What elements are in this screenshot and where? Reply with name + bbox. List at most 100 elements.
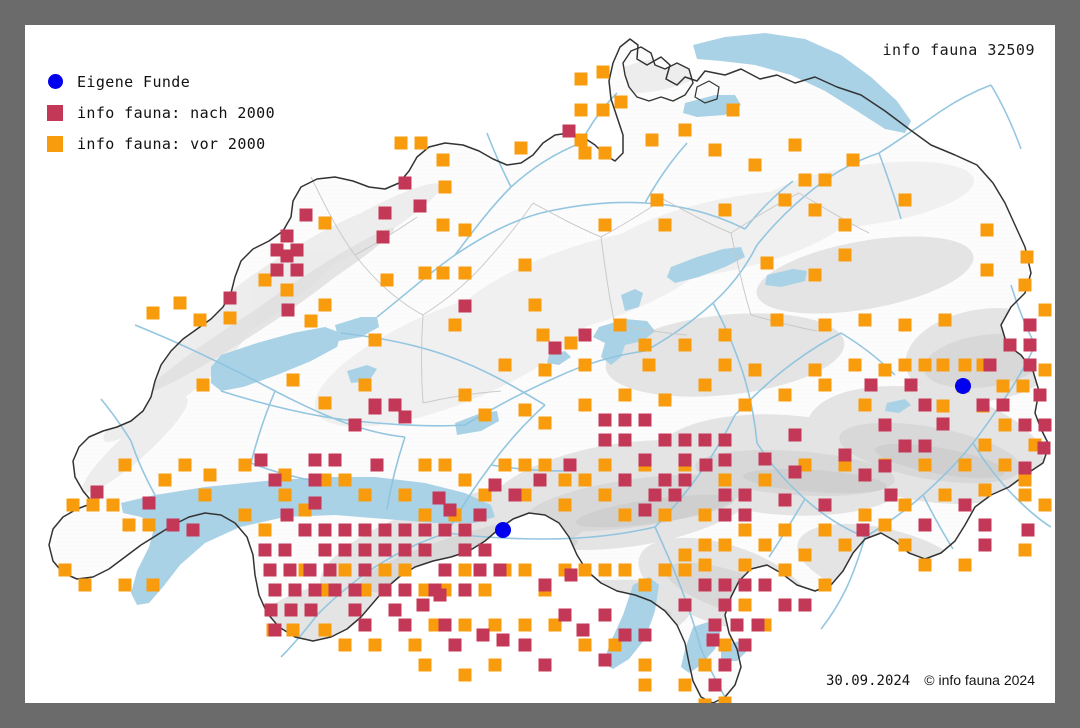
map-marker[interactable] xyxy=(718,433,732,447)
map-marker[interactable] xyxy=(698,538,712,552)
map-marker[interactable] xyxy=(238,458,252,472)
map-marker[interactable] xyxy=(304,603,318,617)
map-marker[interactable] xyxy=(142,518,156,532)
map-marker[interactable] xyxy=(718,473,732,487)
map-marker[interactable] xyxy=(976,398,990,412)
map-marker[interactable] xyxy=(378,206,392,220)
map-marker[interactable] xyxy=(398,410,412,424)
map-marker[interactable] xyxy=(578,638,592,652)
map-marker[interactable] xyxy=(618,473,632,487)
map-marker[interactable] xyxy=(898,498,912,512)
map-marker[interactable] xyxy=(458,266,472,280)
map-marker[interactable] xyxy=(938,488,952,502)
map-marker[interactable] xyxy=(166,518,180,532)
map-marker[interactable] xyxy=(598,608,612,622)
map-marker[interactable] xyxy=(678,563,692,577)
map-marker[interactable] xyxy=(432,491,446,505)
map-marker[interactable] xyxy=(278,543,292,557)
map-marker[interactable] xyxy=(798,548,812,562)
map-marker[interactable] xyxy=(318,623,332,637)
map-marker[interactable] xyxy=(408,638,422,652)
map-marker[interactable] xyxy=(304,314,318,328)
map-marker[interactable] xyxy=(358,378,372,392)
map-marker[interactable] xyxy=(818,523,832,537)
map-marker[interactable] xyxy=(58,563,72,577)
map-marker[interactable] xyxy=(638,658,652,672)
map-marker[interactable] xyxy=(528,298,542,312)
map-marker[interactable] xyxy=(808,268,822,282)
map-marker[interactable] xyxy=(818,378,832,392)
map-marker[interactable] xyxy=(598,653,612,667)
map-marker[interactable] xyxy=(706,633,720,647)
map-marker[interactable] xyxy=(86,498,100,512)
map-marker[interactable] xyxy=(298,503,312,517)
map-marker[interactable] xyxy=(338,563,352,577)
map-marker[interactable] xyxy=(598,563,612,577)
map-marker[interactable] xyxy=(368,401,382,415)
map-marker[interactable] xyxy=(458,618,472,632)
map-marker[interactable] xyxy=(358,488,372,502)
map-marker[interactable] xyxy=(818,578,832,592)
map-marker[interactable] xyxy=(283,563,297,577)
map-marker[interactable] xyxy=(518,458,532,472)
map-marker[interactable] xyxy=(730,618,744,632)
map-marker[interactable] xyxy=(884,488,898,502)
map-marker[interactable] xyxy=(596,65,610,79)
map-marker[interactable] xyxy=(708,143,722,157)
map-marker[interactable] xyxy=(458,668,472,682)
map-marker[interactable] xyxy=(751,618,765,632)
map-marker[interactable] xyxy=(638,678,652,692)
map-marker[interactable] xyxy=(718,658,732,672)
map-marker[interactable] xyxy=(498,458,512,472)
map-marker[interactable] xyxy=(416,598,430,612)
map-marker[interactable] xyxy=(558,498,572,512)
map-marker[interactable] xyxy=(358,583,372,597)
map-marker[interactable] xyxy=(280,283,294,297)
map-marker[interactable] xyxy=(698,578,712,592)
map-marker[interactable] xyxy=(778,523,792,537)
map-marker[interactable] xyxy=(538,658,552,672)
markers-after-2000[interactable] xyxy=(90,124,1052,692)
map-marker[interactable] xyxy=(458,543,472,557)
map-marker[interactable] xyxy=(618,563,632,577)
map-marker[interactable] xyxy=(846,153,860,167)
map-marker[interactable] xyxy=(598,218,612,232)
map-marker[interactable] xyxy=(718,203,732,217)
map-marker[interactable] xyxy=(398,176,412,190)
map-marker[interactable] xyxy=(748,158,762,172)
map-marker[interactable] xyxy=(678,473,692,487)
map-marker[interactable] xyxy=(158,473,172,487)
map-marker[interactable] xyxy=(348,418,362,432)
map-marker[interactable] xyxy=(608,638,622,652)
map-marker[interactable] xyxy=(518,638,532,652)
map-marker[interactable] xyxy=(436,153,450,167)
map-marker[interactable] xyxy=(418,523,432,537)
map-marker[interactable] xyxy=(418,508,432,522)
map-marker[interactable] xyxy=(562,124,576,138)
map-marker[interactable] xyxy=(808,203,822,217)
map-marker[interactable] xyxy=(338,638,352,652)
map-marker[interactable] xyxy=(718,598,732,612)
map-marker[interactable] xyxy=(198,488,212,502)
map-marker[interactable] xyxy=(574,103,588,117)
map-marker[interactable] xyxy=(280,229,294,243)
map-marker[interactable] xyxy=(284,603,298,617)
map-marker[interactable] xyxy=(328,583,342,597)
map-marker[interactable] xyxy=(394,136,408,150)
map-marker[interactable] xyxy=(418,583,432,597)
map-marker[interactable] xyxy=(638,578,652,592)
map-marker[interactable] xyxy=(574,133,588,147)
map-marker[interactable] xyxy=(738,523,752,537)
map-marker[interactable] xyxy=(358,563,372,577)
map-marker[interactable] xyxy=(1038,363,1052,377)
map-marker[interactable] xyxy=(278,468,292,482)
map-marker[interactable] xyxy=(996,398,1010,412)
map-marker[interactable] xyxy=(418,266,432,280)
map-marker[interactable] xyxy=(370,458,384,472)
map-marker[interactable] xyxy=(1021,523,1035,537)
map-marker[interactable] xyxy=(618,508,632,522)
legend-item-own-finds[interactable]: Eigene Funde xyxy=(33,66,363,97)
map-marker[interactable] xyxy=(658,393,672,407)
map-marker[interactable] xyxy=(808,363,822,377)
map-marker[interactable] xyxy=(418,658,432,672)
